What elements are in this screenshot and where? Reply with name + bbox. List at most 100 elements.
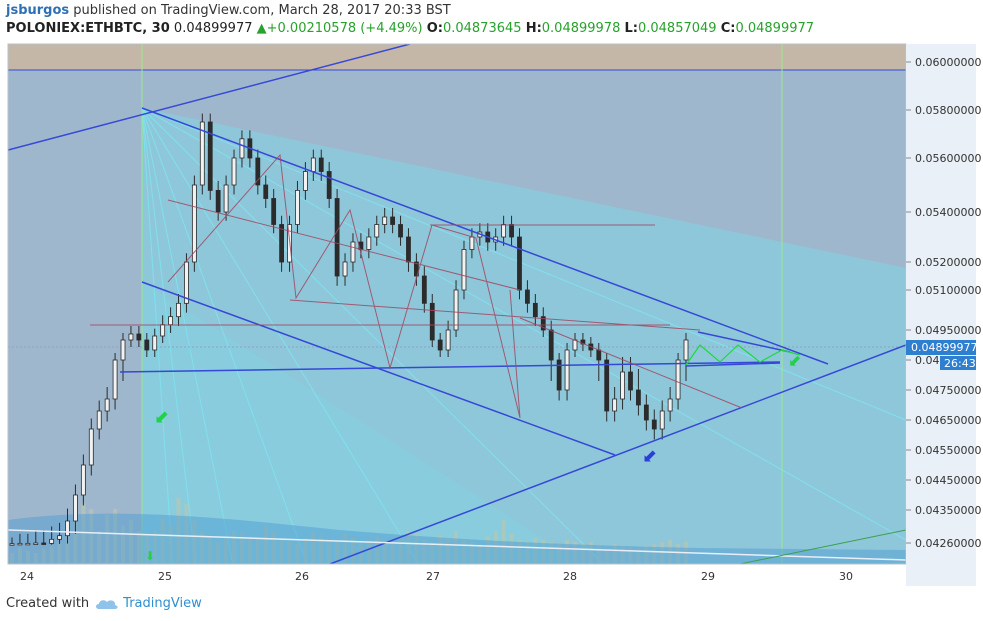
candle-body	[453, 289, 459, 331]
volume-bar	[303, 537, 308, 564]
published-text: published on TradingView.com, March 28, …	[73, 3, 451, 18]
candle-body	[564, 349, 570, 391]
candle-body	[429, 302, 435, 341]
candle-body	[517, 236, 522, 291]
candle-body	[413, 261, 419, 277]
publisher-username[interactable]: jsburgos	[6, 3, 70, 18]
symbol-info-line: POLONIEX:ETHBTC, 30 0.04899977 ▲+0.00210…	[6, 21, 814, 36]
price-chart[interactable]: ⬋ ⬋ ⬋ ⬇ 0.060000000.058000000.056000000.…	[0, 0, 983, 596]
green-trend-line	[739, 529, 906, 564]
fan-zone	[142, 108, 906, 564]
blue-arrow-icon: ⬋	[642, 446, 657, 467]
candle-body	[152, 335, 158, 351]
volume-bar	[136, 531, 141, 564]
candle-body	[628, 371, 633, 391]
candle-body	[263, 184, 269, 199]
candle-body	[643, 404, 649, 421]
volume-bar	[469, 542, 474, 564]
candle-body	[65, 520, 70, 537]
price-change: +0.00210578 (+4.49%)	[266, 21, 423, 36]
tradingview-brand[interactable]: TradingView	[123, 596, 202, 611]
candle-body	[659, 410, 665, 430]
volume-bar	[113, 509, 118, 564]
y-tick-label: 0.04750000	[915, 384, 981, 397]
volume-bar	[572, 542, 577, 564]
volume-bar	[493, 531, 498, 564]
volume-bar	[390, 544, 395, 564]
volume-bar	[414, 533, 419, 564]
candle-body	[41, 542, 47, 545]
footer: Created with TradingView	[6, 596, 202, 611]
volume-bar	[121, 525, 126, 564]
volume-bar	[239, 533, 244, 564]
x-tick-label: 27	[426, 570, 440, 583]
close-label: C:	[720, 21, 736, 36]
y-axis: 0.06000000 0.05800000 0.05600000 0.05400000…	[906, 44, 981, 586]
volume-bar	[485, 536, 490, 564]
volume-bar	[224, 536, 229, 564]
volume-bar	[628, 547, 633, 564]
projection-path	[685, 344, 801, 366]
fan-lower-zone	[142, 282, 584, 564]
y-tick-label: 0.05100000	[915, 284, 981, 297]
volume-bar	[73, 520, 78, 564]
volume-bar	[216, 542, 221, 564]
green-arrow-icon: ⬋	[154, 407, 169, 428]
last-price: 0.04899977	[173, 21, 253, 36]
candle-body	[17, 542, 23, 546]
volume-bar	[271, 531, 276, 564]
candle-body	[445, 329, 451, 351]
y-tick-label: 0.04650000	[915, 414, 981, 427]
price-tag-label: 0.04899977	[911, 341, 977, 354]
fan-lines	[141, 107, 906, 564]
candle-body	[144, 339, 150, 351]
x-tick-label: 30	[839, 570, 853, 583]
volume-bar	[430, 542, 435, 564]
candle-body	[49, 538, 55, 544]
volume-bar	[343, 533, 348, 564]
volume-bar	[454, 531, 459, 564]
candle-body	[556, 359, 562, 391]
volume-bar	[57, 542, 62, 564]
candle-body	[398, 224, 403, 238]
volume-bar	[461, 539, 466, 564]
volume-bar	[200, 531, 205, 564]
candle-body	[509, 224, 514, 238]
candle-body	[437, 339, 443, 351]
publisher-line: jsburgos published on TradingView.com, M…	[6, 3, 451, 18]
candle-body	[318, 157, 324, 172]
green-tick-icon: ⬇	[145, 549, 155, 563]
candle-body	[255, 157, 261, 186]
candle-body	[136, 333, 142, 341]
candle-body	[73, 494, 78, 522]
volume-bar	[208, 536, 213, 564]
y-tick-label: 0.05200000	[915, 256, 981, 269]
x-tick-label: 28	[563, 570, 577, 583]
low-label: L:	[624, 21, 638, 36]
volume-bar	[533, 537, 538, 564]
volume-bar	[152, 531, 157, 564]
volume-bar	[10, 553, 14, 564]
candle-body	[651, 419, 657, 430]
x-tick-label: 26	[295, 570, 309, 583]
volume-bar	[192, 520, 197, 564]
candle-body	[421, 275, 427, 304]
volume-bar	[176, 498, 181, 564]
x-tick-label: 24	[20, 570, 34, 583]
candle-body	[302, 171, 308, 191]
tradingview-link[interactable]: TradingView	[95, 596, 202, 611]
volume-bar	[97, 531, 102, 564]
volume-bar	[168, 525, 173, 564]
candle-body	[80, 464, 86, 496]
low-value: 0.04857049	[637, 21, 717, 36]
volume-bar	[549, 542, 554, 564]
volume-bar	[477, 544, 482, 564]
volume-bar	[382, 542, 387, 564]
volume-bar	[295, 544, 300, 564]
candle-body	[271, 198, 277, 225]
volume-bar	[311, 531, 316, 564]
candle-body	[223, 184, 229, 213]
volume-trend-line	[8, 529, 906, 561]
volume-bar	[247, 536, 252, 564]
candle-body	[390, 216, 396, 225]
